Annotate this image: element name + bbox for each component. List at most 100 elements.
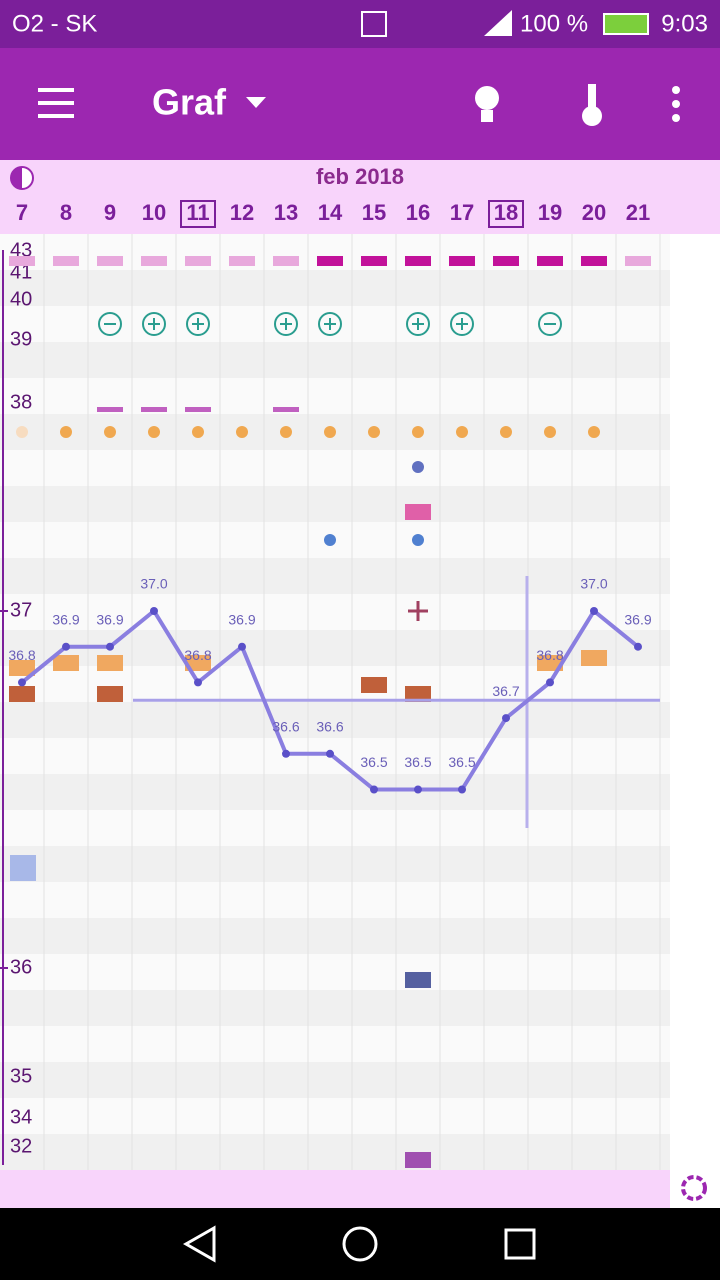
symptom-bar <box>317 256 343 266</box>
y-tick-label: 36 <box>10 956 32 978</box>
y-tick-label: 32 <box>10 1135 32 1157</box>
temperature-point <box>282 749 290 758</box>
temperature-label: 36.5 <box>448 754 475 770</box>
clock: 9:03 <box>661 10 708 37</box>
date-label: 19 <box>538 200 562 225</box>
temperature-label: 36.9 <box>52 611 79 627</box>
symptom-bar <box>273 407 299 412</box>
temperature-point <box>106 642 114 651</box>
y-tick-label: 34 <box>10 1106 32 1128</box>
carrier: O2 - SK <box>12 10 97 37</box>
row-stripe <box>0 342 670 378</box>
grid <box>0 234 670 1170</box>
symptom-dot <box>412 426 424 438</box>
date-label: 13 <box>274 200 298 225</box>
symptom-block <box>185 655 211 671</box>
symptom-block <box>53 655 79 671</box>
nav-bar <box>0 1208 720 1280</box>
test-result <box>142 312 166 336</box>
temperature-point <box>458 785 466 794</box>
date-label: 11 <box>186 200 209 225</box>
symptom-dot <box>412 461 424 473</box>
temperature-point <box>238 642 246 651</box>
symptom-block <box>10 855 36 881</box>
temperature-point <box>370 785 378 794</box>
toolbar-title[interactable]: Graf <box>152 82 227 123</box>
date-header <box>0 160 720 234</box>
symptom-block <box>405 504 431 520</box>
row-stripe <box>0 558 670 594</box>
menu-button[interactable] <box>38 88 74 118</box>
symptom-dot <box>16 426 28 438</box>
tips-button[interactable] <box>475 86 499 122</box>
temperature-label: 37.0 <box>140 576 167 592</box>
date-label: 14 <box>318 200 343 225</box>
symptom-block <box>405 972 431 988</box>
y-tick-label: 40 <box>10 288 32 310</box>
overflow-menu[interactable] <box>672 86 680 122</box>
temperature-label: 36.6 <box>316 719 343 735</box>
test-result <box>98 312 122 336</box>
symptom-bar <box>229 256 255 266</box>
symptom-dot <box>324 426 336 438</box>
symptom-block <box>537 655 563 671</box>
y-tick-label: 37 <box>10 599 32 621</box>
date-label: 21 <box>626 200 650 225</box>
home-button[interactable] <box>342 1226 378 1262</box>
row-stripe <box>0 1134 670 1170</box>
dropdown-arrow[interactable] <box>246 97 266 108</box>
test-result <box>274 312 298 336</box>
symptom-dot <box>588 426 600 438</box>
temperature-point <box>634 642 642 651</box>
test-result <box>538 312 562 336</box>
symptom-dot <box>236 426 248 438</box>
date-label: 16 <box>406 200 430 225</box>
symptom-dot <box>148 426 160 438</box>
symptom-block <box>361 677 387 693</box>
temperature-point <box>194 678 202 687</box>
y-tick-label: 35 <box>10 1065 32 1087</box>
back-button[interactable] <box>182 1225 216 1263</box>
symptom-block <box>405 1152 431 1168</box>
symptom-block <box>9 660 35 676</box>
signal-icon <box>484 10 512 36</box>
recents-button[interactable] <box>504 1228 536 1260</box>
temperature-label: 36.8 <box>184 647 211 663</box>
symptom-bar <box>185 407 211 412</box>
test-result <box>450 312 474 336</box>
symptom-block <box>97 686 123 702</box>
symptom-dot <box>60 426 72 438</box>
date-box <box>488 200 524 228</box>
thermometer-button[interactable] <box>582 84 602 126</box>
date-label: 7 <box>16 200 28 225</box>
intercourse-mark <box>408 601 428 621</box>
date-label: 8 <box>60 200 72 225</box>
temperature-point <box>62 642 70 651</box>
date-label: 20 <box>582 200 606 225</box>
month-label: feb 2018 <box>316 164 404 189</box>
row-stripe <box>0 774 670 810</box>
cycle-day-bar <box>0 1170 670 1208</box>
temperature-label: 36.6 <box>272 719 299 735</box>
symptom-dot <box>544 426 556 438</box>
temperature-point <box>590 607 598 615</box>
symptom-bar <box>625 256 651 266</box>
date-box <box>180 200 216 228</box>
symptom-dot <box>368 426 380 438</box>
row-stripe <box>0 846 670 882</box>
date-label: 10 <box>142 200 166 225</box>
symptom-block <box>581 650 607 666</box>
date-label: 15 <box>362 200 386 225</box>
symptom-bar <box>449 256 475 266</box>
symptom-dot <box>104 426 116 438</box>
temperature-point <box>150 607 158 615</box>
cycle-icon[interactable] <box>681 1175 707 1201</box>
y-tick-label: 38 <box>10 391 32 413</box>
temperature-label: 36.9 <box>96 611 123 627</box>
date-label: 18 <box>494 200 518 225</box>
symptom-block <box>405 686 431 702</box>
temperature-label: 36.9 <box>624 611 651 627</box>
symptom-block <box>97 655 123 671</box>
nfc-icon <box>361 11 387 37</box>
